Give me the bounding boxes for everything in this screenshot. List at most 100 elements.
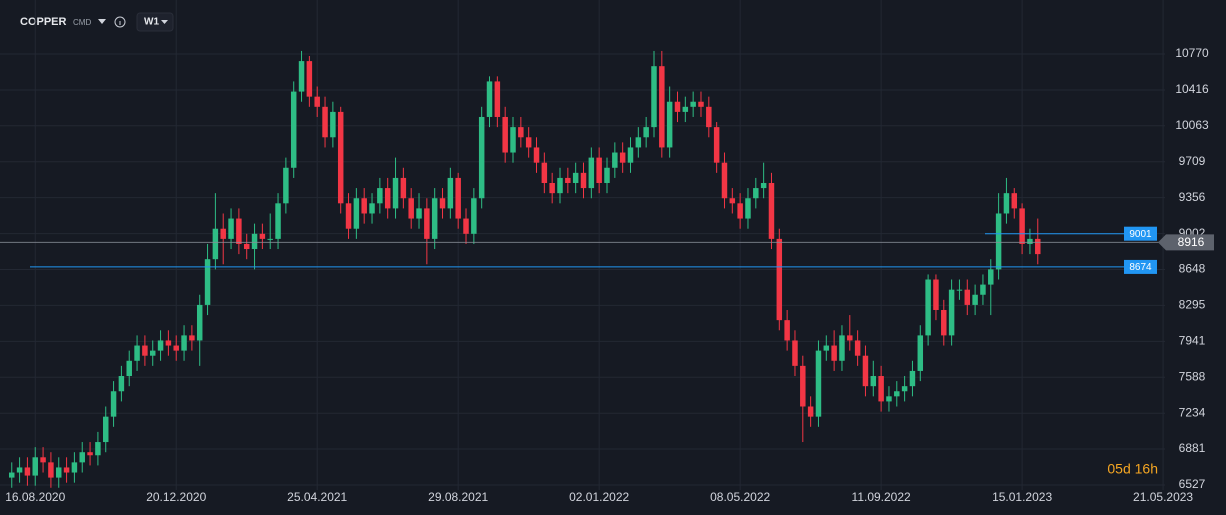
y-tick-label: 10770 xyxy=(1175,46,1209,60)
timeframe[interactable]: W1 xyxy=(144,17,159,28)
y-tick-label: 10416 xyxy=(1175,82,1209,96)
candle-body xyxy=(142,345,148,356)
candle-body xyxy=(854,340,861,356)
candle-body xyxy=(995,213,1002,270)
info-icon[interactable] xyxy=(114,16,126,28)
symbol-kind[interactable]: CMD xyxy=(73,18,91,27)
candle-body xyxy=(964,289,971,305)
candle-body xyxy=(79,452,85,463)
candle-body xyxy=(596,157,602,184)
candle-body xyxy=(102,416,109,443)
candle-body xyxy=(698,101,704,107)
candle-body xyxy=(212,228,219,260)
candle-body xyxy=(56,467,62,478)
candle-body xyxy=(525,137,532,148)
candle-body xyxy=(471,198,477,234)
candle-body xyxy=(878,376,884,402)
candle-body xyxy=(306,61,313,97)
y-tick-label: 8295 xyxy=(1179,298,1206,312)
level-label-box xyxy=(1124,259,1157,274)
candle-body xyxy=(181,335,187,351)
candle-body xyxy=(157,340,164,351)
candle-body xyxy=(933,279,939,310)
candle-body xyxy=(847,335,853,341)
candle-body xyxy=(760,183,767,189)
symbol: COPPER xyxy=(20,16,67,28)
candle-body xyxy=(729,198,736,204)
candle-body xyxy=(674,101,681,112)
x-tick-label: 15.01.2023 xyxy=(992,490,1052,504)
candle-body xyxy=(416,208,422,219)
x-tick-label: 16.08.2020 xyxy=(5,490,65,504)
candle-body xyxy=(9,472,15,478)
candle-body xyxy=(149,350,156,356)
candle-body xyxy=(228,218,234,239)
candle-body xyxy=(807,406,814,417)
candle-body xyxy=(651,66,657,128)
candle-body xyxy=(16,467,23,473)
timeframe-button[interactable] xyxy=(136,12,174,32)
candle-body xyxy=(988,269,994,285)
candle-body xyxy=(510,127,516,153)
candle-body xyxy=(541,162,548,184)
candle-body xyxy=(917,335,924,371)
candle-body xyxy=(439,198,446,209)
candle-body xyxy=(283,167,289,204)
y-tick-label: 9356 xyxy=(1179,190,1206,204)
candle-body xyxy=(463,218,469,234)
candle-body xyxy=(220,228,226,239)
candle-body xyxy=(823,345,830,351)
candle-body xyxy=(251,233,258,250)
candle-body xyxy=(533,147,540,163)
candle-body xyxy=(721,162,728,199)
candle-body xyxy=(290,91,297,168)
candle-body xyxy=(173,345,179,351)
level-label: 9001 xyxy=(1129,229,1152,240)
candle-body xyxy=(909,370,916,387)
x-tick-label: 11.09.2022 xyxy=(852,490,911,504)
candle-body xyxy=(134,345,140,361)
candle-body xyxy=(189,335,195,341)
candle-body xyxy=(87,452,93,456)
dropdown-arrow[interactable] xyxy=(98,19,106,24)
candle-body xyxy=(800,365,806,407)
candle-body xyxy=(815,350,822,417)
candle-body xyxy=(901,386,908,392)
candle-body xyxy=(267,238,273,240)
candle-body xyxy=(1011,193,1018,209)
candle-body xyxy=(126,360,132,377)
y-tick-label: 7234 xyxy=(1179,405,1206,419)
candle-body xyxy=(494,81,501,117)
candle-body xyxy=(243,243,250,250)
y-tick-label: 7588 xyxy=(1179,369,1206,383)
candle-body xyxy=(1019,208,1025,244)
candle-body xyxy=(384,188,391,209)
candle-body xyxy=(478,116,485,199)
candle-body xyxy=(455,177,461,219)
candle-body xyxy=(196,304,203,341)
x-tick-label: 21.05.2023 xyxy=(1133,490,1193,504)
candle-body xyxy=(980,284,986,295)
candle-body xyxy=(400,177,407,199)
candle-body xyxy=(948,289,955,336)
y-tick-label: 10063 xyxy=(1175,118,1209,132)
candle-body xyxy=(886,396,892,402)
candle-body xyxy=(627,147,634,163)
y-tick-label: 7941 xyxy=(1179,334,1206,348)
candle-body xyxy=(706,106,712,128)
candle-body xyxy=(392,177,399,209)
candle-body xyxy=(32,457,38,476)
candle-body xyxy=(275,203,281,239)
candle-body xyxy=(753,188,759,199)
candle-body xyxy=(619,152,626,163)
current-price-label: 8916 xyxy=(1178,235,1205,249)
candle-body xyxy=(431,198,438,239)
candle-body xyxy=(682,106,689,112)
candle-body xyxy=(63,467,70,473)
candle-body xyxy=(635,137,642,148)
candle-body xyxy=(322,106,328,138)
dropdown-arrow[interactable] xyxy=(161,20,168,24)
current-price-box xyxy=(1158,234,1214,251)
